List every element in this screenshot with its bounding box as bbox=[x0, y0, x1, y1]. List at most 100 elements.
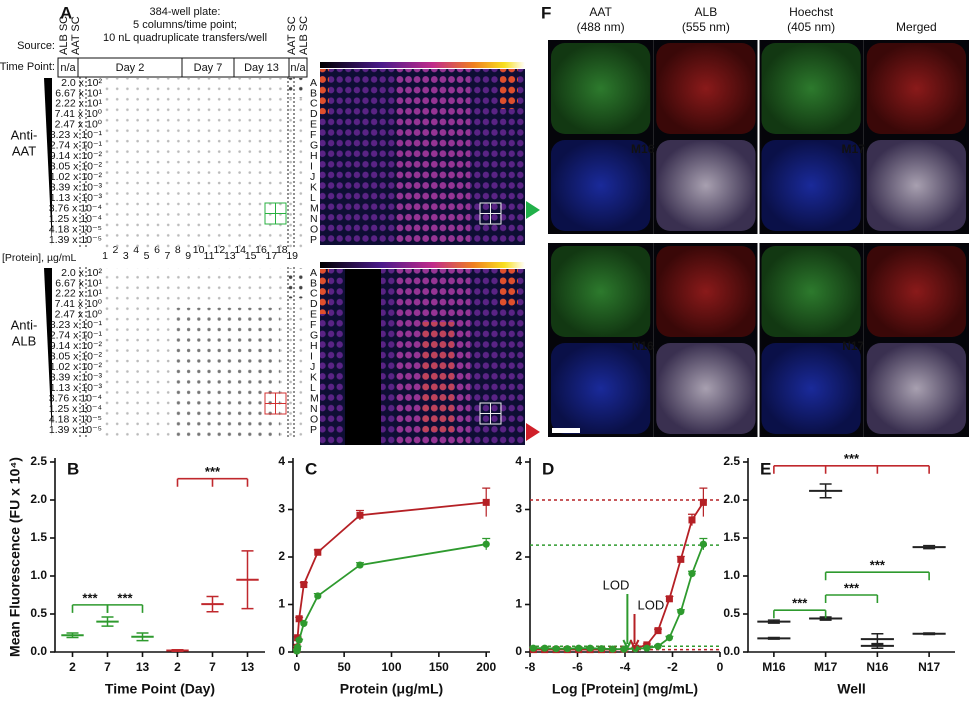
channel-label: Hoechst bbox=[789, 5, 834, 19]
panel-label: F bbox=[541, 3, 551, 22]
panel-label: B bbox=[67, 459, 79, 478]
well-cross bbox=[480, 203, 501, 224]
row-letter: J bbox=[310, 361, 315, 373]
y-tick-label: 3 bbox=[278, 502, 285, 516]
row-letter: N bbox=[310, 213, 318, 225]
x-tick-label: 13 bbox=[136, 660, 150, 674]
plate-title: 384-well plate: bbox=[150, 6, 221, 18]
concentration: 2.22 x 10¹ bbox=[55, 288, 102, 300]
x-tick-label: 0 bbox=[717, 660, 724, 674]
micrograph bbox=[551, 140, 651, 231]
point bbox=[699, 498, 707, 506]
column-number: 1 bbox=[102, 250, 108, 262]
point bbox=[688, 570, 696, 578]
plate-dark bbox=[170, 308, 280, 438]
x-tick-label: -4 bbox=[620, 660, 631, 674]
x-tick-label: -2 bbox=[667, 660, 678, 674]
point bbox=[563, 645, 571, 653]
point bbox=[699, 540, 707, 548]
concentration: 4.18 x 10⁻⁵ bbox=[49, 223, 102, 235]
micrograph bbox=[551, 246, 651, 337]
column-number: 6 bbox=[154, 244, 160, 256]
y-tick-label: 2.5 bbox=[723, 454, 740, 468]
concentration: 1.02 x 10⁻² bbox=[50, 171, 103, 183]
column-number: 12 bbox=[214, 244, 226, 256]
row-letter: N bbox=[310, 403, 318, 415]
column-number: 16 bbox=[255, 244, 267, 256]
x-tick-label: 2 bbox=[69, 660, 76, 674]
y-tick-label: 1.0 bbox=[723, 568, 740, 582]
well-label: N17 bbox=[842, 339, 864, 353]
source-col: ALB SC bbox=[298, 16, 310, 55]
point bbox=[541, 644, 549, 652]
axes bbox=[292, 458, 490, 653]
y-tick-label: 2 bbox=[515, 549, 522, 563]
row-letter: P bbox=[310, 424, 317, 436]
significance-bracket bbox=[824, 594, 879, 603]
row-letter: I bbox=[310, 351, 313, 363]
y-tick-label: 0.5 bbox=[723, 606, 740, 620]
concentration: 1.02 x 10⁻² bbox=[50, 361, 103, 373]
concentration: 6.67 x 10¹ bbox=[55, 87, 102, 99]
y-tick-label: 2 bbox=[278, 549, 285, 563]
point bbox=[620, 645, 628, 653]
significance-label: *** bbox=[844, 451, 860, 466]
channel-label: (555 nm) bbox=[682, 20, 730, 34]
row-letter: O bbox=[310, 223, 318, 235]
column-number: 14 bbox=[234, 244, 246, 256]
concentration: 2.22 x 10¹ bbox=[55, 98, 102, 110]
concentration: 2.47 x 10⁰ bbox=[55, 309, 103, 321]
x-axis-label: Time Point (Day) bbox=[105, 681, 215, 697]
row-letter: O bbox=[310, 413, 318, 425]
heatmap-dots bbox=[320, 269, 329, 314]
row-letter: B bbox=[310, 277, 317, 289]
source-col: AAT SC bbox=[286, 16, 298, 55]
concentration: 1.39 x 10⁻⁵ bbox=[49, 234, 102, 246]
row-letter: K bbox=[310, 181, 317, 193]
x-tick-label: 7 bbox=[104, 660, 111, 674]
y-tick-label: 0 bbox=[278, 644, 285, 658]
y-tick-label: 2.0 bbox=[30, 492, 47, 506]
concentration: 1.25 x 10⁻⁴ bbox=[49, 403, 102, 415]
column-number: 4 bbox=[133, 244, 139, 256]
well-label: M16 bbox=[631, 142, 655, 156]
row-letter: P bbox=[310, 234, 317, 246]
concentration: 1.13 x 10⁻³ bbox=[50, 382, 103, 394]
point bbox=[688, 516, 696, 524]
row-letter: I bbox=[310, 161, 313, 173]
row-letter: A bbox=[310, 267, 317, 279]
y-tick-label: 1.5 bbox=[723, 530, 740, 544]
row-letter: E bbox=[310, 309, 317, 321]
y-tick-label: 1 bbox=[278, 597, 285, 611]
point bbox=[609, 645, 617, 653]
colorbar bbox=[320, 262, 525, 268]
x-tick-label: N17 bbox=[918, 660, 940, 674]
significance-bracket bbox=[71, 604, 109, 613]
x-tick-label: N16 bbox=[866, 660, 888, 674]
time-point: n/a bbox=[290, 62, 306, 74]
concentration: 2.74 x 10⁻¹ bbox=[50, 330, 103, 342]
protein-label: [Protein], µg/mL bbox=[2, 252, 76, 264]
heatmap-dots bbox=[500, 69, 518, 109]
row-letter: K bbox=[310, 371, 317, 383]
antibody-label: ALB bbox=[12, 333, 37, 348]
micrograph bbox=[866, 43, 966, 134]
micrograph bbox=[551, 343, 651, 434]
lod-label: LOD bbox=[638, 597, 665, 612]
channel-label: (488 nm) bbox=[577, 20, 625, 34]
antibody-label: Anti- bbox=[11, 127, 38, 142]
well-cross bbox=[265, 203, 286, 224]
significance-bracket bbox=[773, 609, 827, 619]
row-letter: L bbox=[310, 192, 316, 204]
x-tick-label: M16 bbox=[762, 660, 786, 674]
source-label: Source: bbox=[17, 40, 55, 52]
concentration: 8.23 x 10⁻¹ bbox=[50, 129, 103, 141]
concentration: 3.39 x 10⁻³ bbox=[50, 371, 103, 383]
x-tick-label: 100 bbox=[381, 660, 401, 674]
channel-label: Merged bbox=[896, 20, 937, 34]
significance-label: *** bbox=[82, 590, 98, 605]
plate-blank bbox=[54, 268, 104, 438]
point bbox=[356, 561, 364, 569]
well-label: M17 bbox=[842, 142, 866, 156]
point bbox=[295, 636, 303, 644]
